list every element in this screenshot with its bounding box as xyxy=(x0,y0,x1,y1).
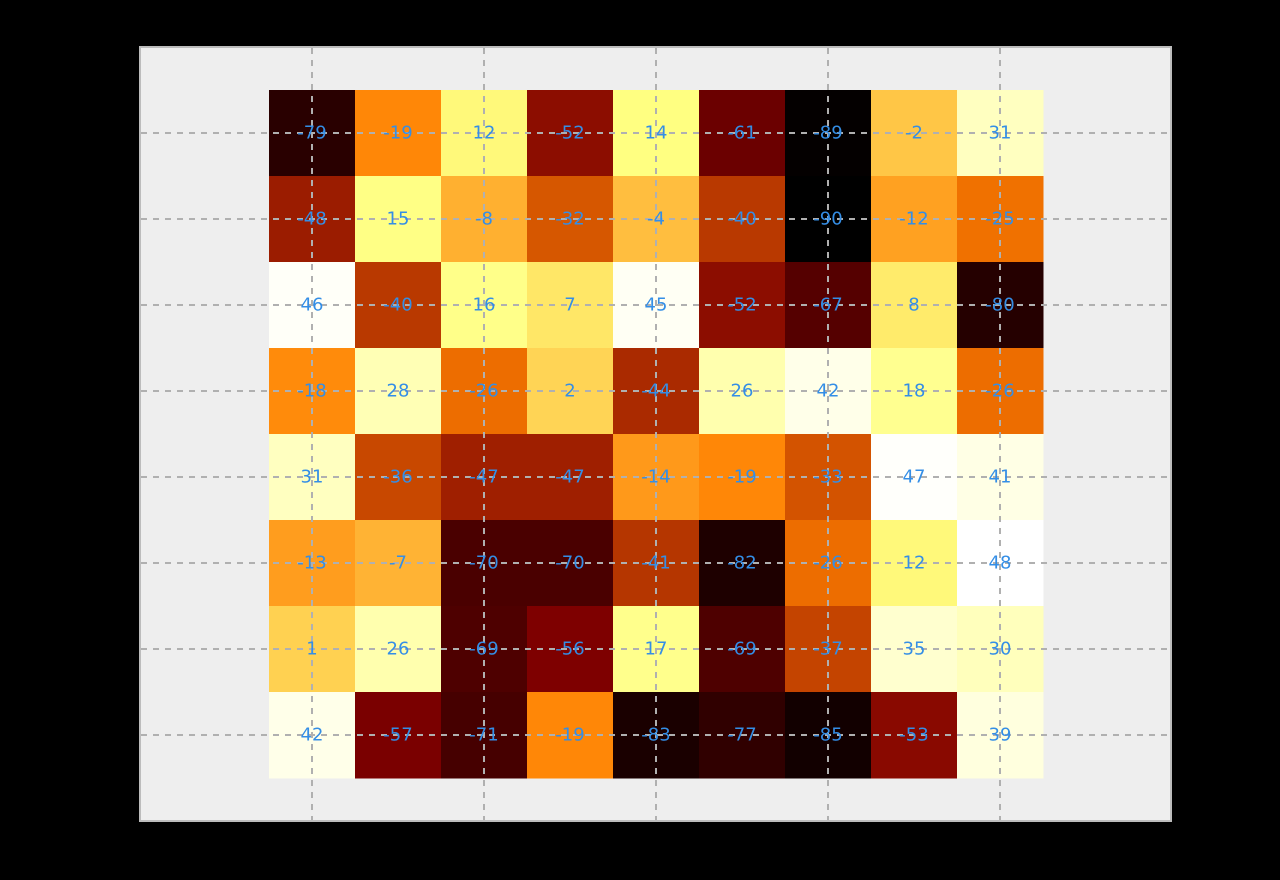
cell-value-label: -40 xyxy=(727,209,756,230)
cell-value-label: 17 xyxy=(645,639,668,660)
cell-value-label: -32 xyxy=(555,209,584,230)
cell-value-label: 35 xyxy=(903,639,926,660)
cell-value-label: 28 xyxy=(387,381,410,402)
cell-value-label: 42 xyxy=(301,725,324,746)
cell-value-label: 31 xyxy=(301,467,324,488)
cell-value-label: 14 xyxy=(645,123,668,144)
cell-value-label: -40 xyxy=(383,295,412,316)
cell-value-label: -26 xyxy=(813,553,842,574)
cell-value-label: -14 xyxy=(641,467,670,488)
cell-value-label: 16 xyxy=(473,295,496,316)
cell-value-label: -12 xyxy=(899,209,928,230)
cell-labels: -79 -19 12 -52 14 -61 -89 -2 31-48 15 -8 -32 -4 -40 -9… xyxy=(297,123,1014,746)
cell-value-label: -48 xyxy=(297,209,326,230)
cell-value-label: 45 xyxy=(645,295,668,316)
cell-value-label: 46 xyxy=(301,295,324,316)
cell-value-label: 12 xyxy=(903,553,926,574)
cell-value-label: -67 xyxy=(813,295,842,316)
cell-value-label: 42 xyxy=(817,381,840,402)
cell-value-label: -47 xyxy=(555,467,584,488)
cell-value-label: -26 xyxy=(469,381,498,402)
cell-value-label: 15 xyxy=(387,209,410,230)
cell-value-label: 1 xyxy=(306,639,317,660)
cell-value-label: -70 xyxy=(555,553,584,574)
cell-value-label: 39 xyxy=(989,725,1012,746)
cell-value-label: -79 xyxy=(297,123,326,144)
cell-value-label: -52 xyxy=(727,295,756,316)
cell-value-label: 41 xyxy=(989,467,1012,488)
cell-value-label: -70 xyxy=(469,553,498,574)
cell-value-label: -13 xyxy=(297,553,326,574)
cell-value-label: -7 xyxy=(389,553,407,574)
cell-value-label: 12 xyxy=(473,123,496,144)
cell-value-label: 18 xyxy=(903,381,926,402)
cell-value-label: -18 xyxy=(297,381,326,402)
cell-value-label: -19 xyxy=(383,123,412,144)
cell-value-label: -56 xyxy=(555,639,584,660)
cell-value-label: -37 xyxy=(813,639,842,660)
cell-value-label: 48 xyxy=(989,553,1012,574)
cell-value-label: -19 xyxy=(727,467,756,488)
cell-value-label: -80 xyxy=(985,295,1014,316)
cell-value-label: -61 xyxy=(727,123,756,144)
cell-value-label: -36 xyxy=(383,467,412,488)
cell-value-label: -71 xyxy=(469,725,498,746)
cell-value-label: -8 xyxy=(475,209,493,230)
cell-value-label: -2 xyxy=(905,123,923,144)
grid-lines xyxy=(141,48,1170,820)
cell-value-label: 2 xyxy=(564,381,575,402)
cell-value-label: -83 xyxy=(641,725,670,746)
cell-value-label: -53 xyxy=(899,725,928,746)
cell-value-label: -77 xyxy=(727,725,756,746)
cell-value-label: -44 xyxy=(641,381,670,402)
cell-value-label: 26 xyxy=(387,639,410,660)
cell-value-label: -69 xyxy=(469,639,498,660)
cell-value-label: 31 xyxy=(989,123,1012,144)
cell-value-label: -69 xyxy=(727,639,756,660)
cell-value-label: -85 xyxy=(813,725,842,746)
cell-value-label: 30 xyxy=(989,639,1012,660)
cell-value-label: -26 xyxy=(985,381,1014,402)
cell-value-label: -89 xyxy=(813,123,842,144)
cell-value-label: 7 xyxy=(564,295,575,316)
cell-value-label: 47 xyxy=(903,467,926,488)
cell-value-label: -19 xyxy=(555,725,584,746)
cell-value-label: -90 xyxy=(813,209,842,230)
cell-value-label: -25 xyxy=(985,209,1014,230)
cell-value-label: -4 xyxy=(647,209,665,230)
cell-value-label: -47 xyxy=(469,467,498,488)
cell-value-label: -33 xyxy=(813,467,842,488)
cell-value-label: -52 xyxy=(555,123,584,144)
cell-value-label: -41 xyxy=(641,553,670,574)
cell-value-label: -82 xyxy=(727,553,756,574)
cell-value-label: 8 xyxy=(908,295,919,316)
cell-value-label: -57 xyxy=(383,725,412,746)
cell-value-label: 26 xyxy=(731,381,754,402)
